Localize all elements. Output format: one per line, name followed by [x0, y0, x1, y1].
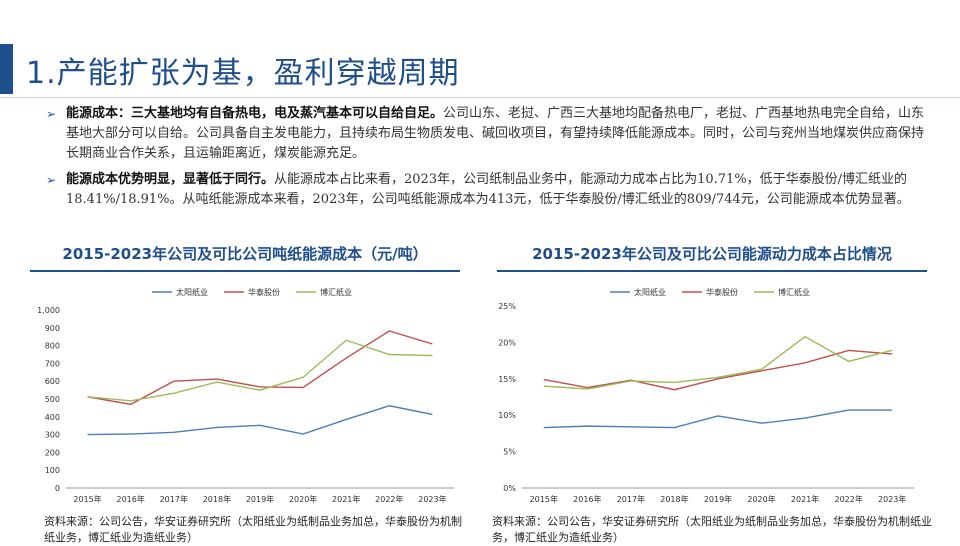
chart-title-right: 2015-2023年公司及可比公司能源动力成本占比情况: [532, 245, 892, 263]
chart-title-left: 2015-2023年公司及可比公司吨纸能源成本（元/吨）: [62, 245, 428, 263]
chart-right-energy-cost-ratio: 太阳纸业 华泰股份 博汇纸业 0% 5% 10% 15% 20% 25% 2015年 2016年 20…: [498, 287, 914, 504]
source-note-left: 资料来源：公司公告，华安证券研究所（太阳纸业为纸制品业务加总，华泰股份为机制纸业…: [44, 515, 462, 544]
series-line-太阳纸业: [87, 405, 433, 436]
slide-title: 1.产能扩张为基，盈利穿越周期: [26, 56, 460, 91]
title-accent-bar: [0, 44, 13, 94]
legend-label: 华泰股份: [706, 287, 738, 297]
bullet-bold-lead: 能源成本：三大基地均有自备热电，电及蒸汽基本可以自给自足。: [66, 106, 444, 121]
bullet-body-text: 从能源成本占比来看，2023年，公司纸制品业务中，能源动力成本占比为10.71%…: [66, 172, 910, 207]
x-tick-label: 2018年: [660, 494, 688, 504]
x-tick-label: 2022年: [834, 494, 862, 504]
y-tick-label: 20%: [498, 338, 516, 347]
y-tick-label: 300: [45, 431, 60, 440]
series-line-博汇纸业: [543, 335, 893, 390]
chart-title-rule-right: [497, 270, 927, 272]
legend-label: 华泰股份: [248, 287, 280, 297]
bullet-item-energy-cost: ➢ 能源成本：三大基地均有自备热电，电及蒸汽基本可以自给自足。公司山东、老挝、广…: [46, 104, 926, 164]
x-tick-label: 2016年: [116, 494, 144, 504]
x-tick-label: 2017年: [160, 494, 188, 504]
legend-label: 博汇纸业: [778, 287, 810, 297]
series-line-华泰股份: [543, 349, 893, 391]
y-tick-label: 15%: [498, 375, 516, 384]
series-line-博汇纸业: [87, 339, 433, 402]
x-tick-label: 2022年: [375, 494, 403, 504]
x-tick-label: 2015年: [530, 494, 558, 504]
y-tick-label: 800: [45, 342, 60, 351]
y-tick-label: 600: [45, 377, 60, 386]
chart-title-rule-left: [30, 270, 460, 272]
bullet-body-text: 公司山东、老挝、广西三大基地均配备热电厂，老挝、广西基地热电完全自给，山东基地大…: [66, 106, 925, 161]
y-tick-label: 0: [55, 484, 60, 493]
legend-label: 博汇纸业: [320, 287, 352, 297]
x-tick-label: 2018年: [203, 494, 231, 504]
bullet-arrow-icon: ➢: [46, 173, 57, 187]
x-tick-label: 2023年: [878, 494, 906, 504]
x-tick-label: 2017年: [617, 494, 645, 504]
x-tick-label: 2016年: [573, 494, 601, 504]
title-divider: [0, 97, 960, 98]
bullet-item-cost-advantage: ➢ 能源成本优势明显，显著低于同行。从能源成本占比来看，2023年，公司纸制品业…: [46, 170, 926, 210]
y-tick-label: 400: [45, 413, 60, 422]
y-tick-label: 1,000: [37, 306, 60, 315]
y-tick-label: 0%: [503, 484, 516, 493]
y-tick-label: 200: [45, 448, 60, 457]
x-tick-label: 2020年: [289, 494, 317, 504]
legend-label: 太阳纸业: [176, 287, 208, 297]
y-tick-label: 5%: [503, 448, 516, 457]
series-line-太阳纸业: [543, 409, 893, 429]
chart-left-tonnage-energy-cost: 太阳纸业 华泰股份 博汇纸业 0 100 200 300 400 500 600 700 800 900…: [37, 287, 454, 504]
y-tick-label: 500: [45, 395, 60, 404]
bullet-bold-lead: 能源成本优势明显，显著低于同行。: [66, 172, 275, 187]
x-tick-label: 2021年: [332, 494, 360, 504]
x-tick-label: 2019年: [704, 494, 732, 504]
bullet-arrow-icon: ➢: [46, 107, 57, 121]
source-note-right: 资料来源：公司公告，华安证券研究所（太阳纸业为纸制品业务加总，华泰股份为机制纸业…: [492, 515, 932, 544]
y-tick-label: 25%: [498, 302, 516, 311]
x-tick-label: 2021年: [791, 494, 819, 504]
x-tick-label: 2020年: [747, 494, 775, 504]
x-tick-label: 2019年: [246, 494, 274, 504]
y-tick-label: 900: [45, 324, 60, 333]
y-tick-label: 100: [45, 466, 60, 475]
legend-label: 太阳纸业: [634, 287, 666, 297]
series-line-华泰股份: [87, 330, 433, 406]
x-tick-label: 2023年: [418, 494, 446, 504]
y-tick-label: 10%: [498, 411, 516, 420]
bullet-list: ➢ 能源成本：三大基地均有自备热电，电及蒸汽基本可以自给自足。公司山东、老挝、广…: [46, 104, 926, 216]
x-tick-label: 2015年: [73, 494, 101, 504]
y-tick-label: 700: [45, 359, 60, 368]
